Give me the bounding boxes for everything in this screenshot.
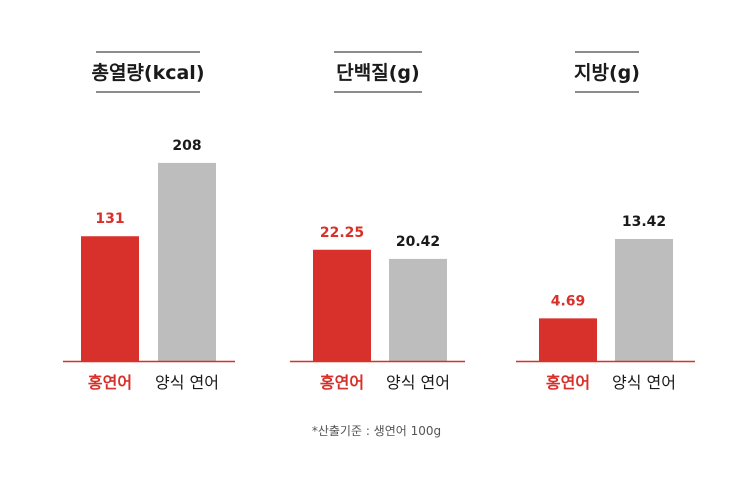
data-label: 208: [172, 138, 201, 154]
chart-panel-1: 총열량(kcal) 131 홍연어 208 양식 연어: [63, 51, 235, 392]
bar-farmed: [389, 258, 447, 361]
category-label: 홍연어: [546, 373, 590, 392]
category-label: 양식 연어: [155, 373, 219, 392]
data-label: 20.42: [396, 234, 440, 250]
bar-sockeye: [313, 249, 371, 361]
bar-sockeye: [539, 318, 597, 361]
chart-title: 총열량(kcal): [91, 62, 204, 84]
bar-farmed: [158, 162, 216, 361]
chart-title: 지방(g): [574, 62, 640, 84]
chart-panel-2: 단백질(g) 22.25 홍연어 20.42 양식 연어: [290, 51, 465, 392]
category-label: 홍연어: [88, 373, 132, 392]
bar-sockeye: [81, 236, 139, 361]
bar-farmed: [615, 239, 673, 361]
data-label: 4.69: [551, 293, 586, 309]
footnote: *산출기준 : 생연어 100g: [311, 424, 442, 438]
chart-panel-3: 지방(g) 4.69 홍연어 13.42 양식 연어: [516, 51, 695, 392]
footnote-wrap: *산출기준 : 생연어 100g: [0, 422, 753, 440]
data-label: 13.42: [622, 214, 666, 230]
category-label: 양식 연어: [612, 373, 676, 392]
data-label: 22.25: [320, 225, 364, 241]
category-label: 양식 연어: [386, 373, 450, 392]
category-label: 홍연어: [320, 373, 364, 392]
data-label: 131: [95, 211, 124, 227]
chart-title: 단백질(g): [336, 62, 419, 84]
